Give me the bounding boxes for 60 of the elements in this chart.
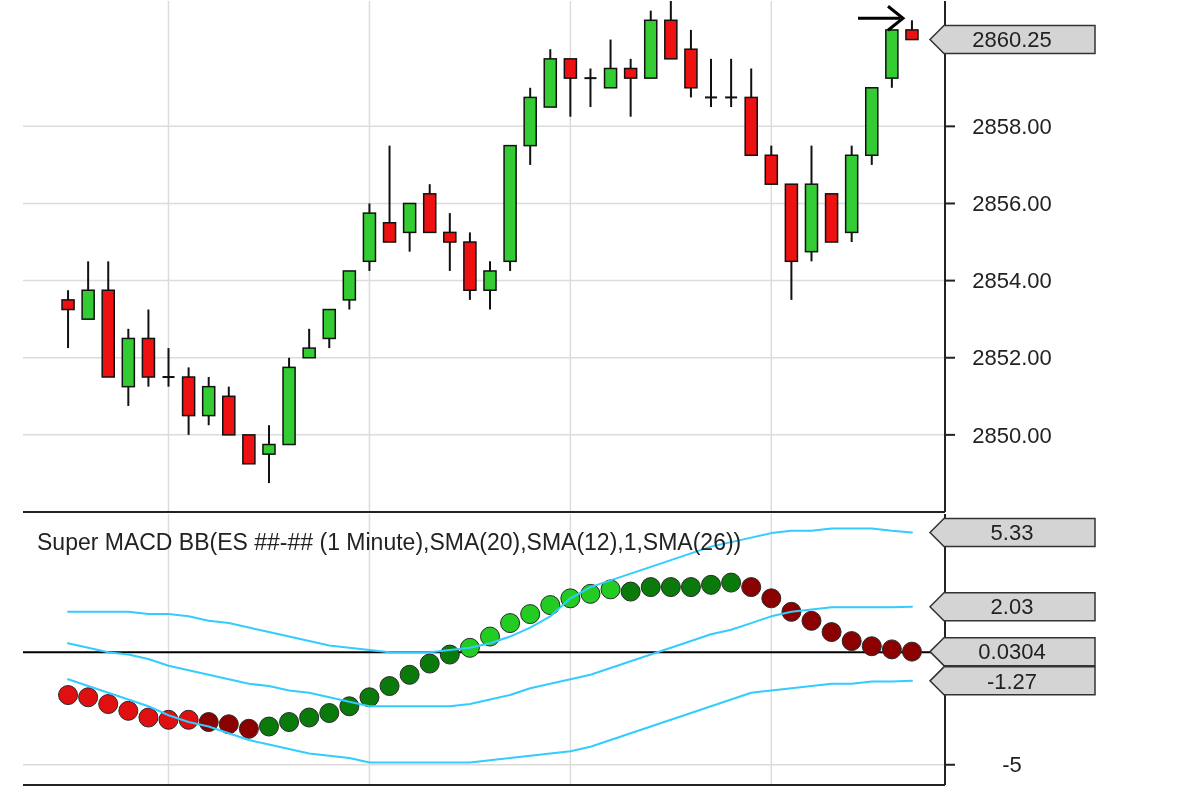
y-tick-label: 2856.00 bbox=[972, 191, 1052, 217]
y-tick-label: 2852.00 bbox=[972, 345, 1052, 371]
point bbox=[319, 703, 340, 724]
candlestick bbox=[382, 144, 397, 244]
point bbox=[801, 610, 822, 631]
text: Super MACD BB(ES ##-## (1 Minute),SMA(20),SMA(12),1,SMA(26)) bbox=[37, 529, 742, 555]
candlestick bbox=[443, 212, 457, 272]
candlestick bbox=[563, 57, 578, 118]
candlestick bbox=[623, 57, 638, 118]
point bbox=[901, 641, 922, 662]
point bbox=[299, 707, 320, 728]
point bbox=[118, 700, 139, 721]
y-tick-label: 5.33 bbox=[990, 520, 1034, 546]
y-tick-label: -5 bbox=[1002, 752, 1022, 778]
point bbox=[78, 687, 99, 708]
candlestick bbox=[483, 260, 497, 311]
point bbox=[821, 622, 842, 643]
candlestick bbox=[584, 67, 597, 109]
y-tick-label: 2860.25 bbox=[972, 27, 1052, 53]
candlestick bbox=[61, 289, 75, 350]
candlestick bbox=[905, 19, 919, 41]
point bbox=[680, 577, 701, 598]
point bbox=[258, 716, 279, 737]
point bbox=[359, 687, 380, 708]
point bbox=[58, 685, 79, 706]
point bbox=[138, 707, 159, 728]
candlestick bbox=[302, 327, 316, 359]
point bbox=[520, 604, 541, 625]
point bbox=[660, 577, 681, 598]
point bbox=[701, 574, 722, 595]
y-tick-label: 2858.00 bbox=[972, 114, 1052, 140]
y-tick-label: 2850.00 bbox=[972, 422, 1052, 448]
point bbox=[238, 718, 259, 739]
point bbox=[218, 714, 239, 735]
point bbox=[841, 631, 862, 652]
y-tick-label: 2.03 bbox=[990, 594, 1034, 620]
candlestick bbox=[603, 38, 618, 89]
candlestick bbox=[725, 57, 738, 109]
point bbox=[861, 636, 882, 657]
point bbox=[600, 579, 621, 600]
point bbox=[640, 577, 661, 598]
point bbox=[279, 712, 300, 733]
candlestick bbox=[262, 424, 276, 485]
point bbox=[540, 595, 561, 616]
line-series bbox=[67, 678, 913, 764]
y-tick-label: -1.27 bbox=[986, 668, 1038, 694]
point bbox=[419, 653, 440, 674]
y-tick-label: 2854.00 bbox=[972, 268, 1052, 294]
point bbox=[881, 639, 902, 660]
point bbox=[721, 572, 742, 593]
point bbox=[761, 588, 782, 609]
point bbox=[741, 577, 762, 598]
point bbox=[399, 664, 420, 685]
point bbox=[379, 676, 400, 697]
y-tick-label: 0.0304 bbox=[978, 639, 1046, 665]
candlestick bbox=[705, 57, 718, 109]
point bbox=[500, 613, 521, 634]
point bbox=[98, 694, 119, 715]
candlestick bbox=[162, 347, 175, 388]
point bbox=[620, 581, 641, 602]
